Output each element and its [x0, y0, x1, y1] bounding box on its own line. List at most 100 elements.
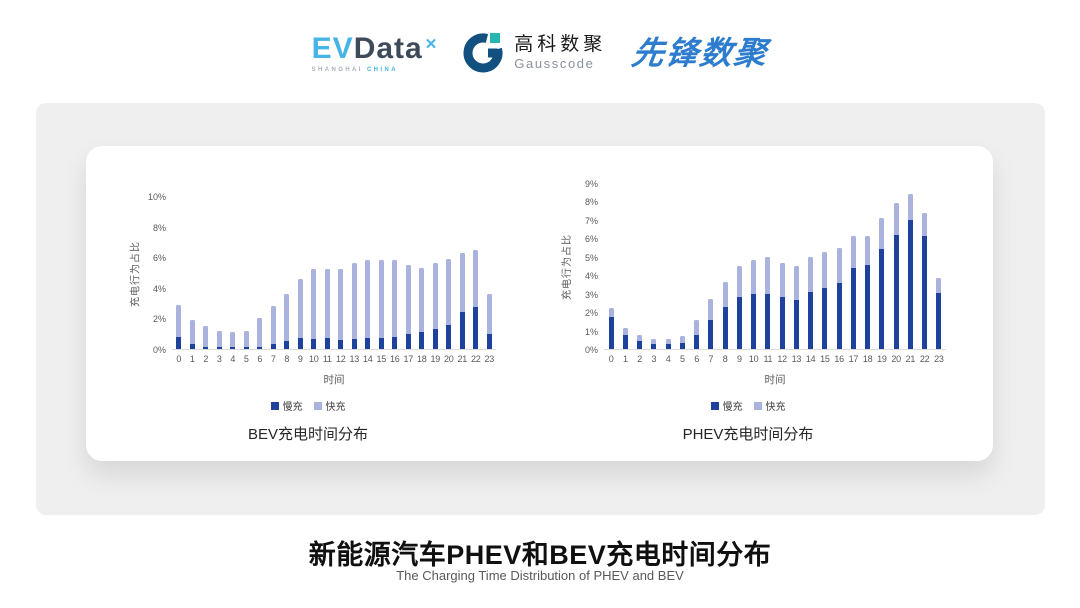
phev-bar-slot [618, 184, 632, 349]
slow-charge-segment [432, 329, 438, 349]
fast-charge-segment [446, 258, 452, 325]
phev-bar-slot [647, 184, 661, 349]
slow-charge-segment [284, 341, 290, 349]
header-logos: EV Data ✕ SHANGHAI CHINA 高科数聚 Gausscode 先锋… [0, 22, 1080, 84]
slow-charge-segment [338, 339, 344, 349]
phev-y-tick: 6% [584, 234, 598, 245]
slow-charge-segment [751, 293, 757, 349]
phev-x-tick: 21 [905, 354, 916, 364]
slow-charge-segment [722, 306, 728, 349]
fast-charge-segment [243, 330, 249, 348]
bev-bar-slot [186, 197, 200, 349]
slow-charge-segment [378, 338, 384, 349]
evdata-propeller-icon: ✕ [424, 35, 438, 53]
fast-charge-segment [459, 252, 465, 313]
slow-charge-segment [176, 336, 182, 349]
fast-charge-segment [405, 264, 411, 334]
slow-charge-segment [419, 332, 425, 349]
phev-bar-hour-12 [779, 263, 785, 349]
fast-charge-segment [176, 304, 182, 337]
bev-bar-hour-8 [284, 293, 290, 349]
bev-x-tick: 23 [484, 354, 495, 364]
bev-bar-hour-21 [459, 252, 465, 349]
phev-y-tick: 5% [584, 252, 598, 263]
bev-x-tick: 15 [376, 354, 387, 364]
fast-charge-segment [637, 335, 643, 341]
bev-x-tick: 8 [284, 354, 290, 364]
phev-y-tick: 0% [584, 345, 598, 355]
phev-x-tick: 18 [862, 354, 873, 364]
phev-bar-slot [875, 184, 889, 349]
fast-charge-segment [284, 293, 290, 342]
phev-y-tick: 1% [584, 326, 598, 337]
phev-x-ticks: 0 1 2 3 4 5 6 7 8 9 10 11 12 13 14 15 16 17 18 19 20 21 22 23 [604, 354, 946, 364]
phev-bar-hour-20 [893, 203, 899, 349]
bev-bar-slot [334, 197, 348, 349]
fast-charge-segment [694, 319, 700, 336]
phev-x-tick: 12 [777, 354, 787, 364]
poster-title: 新能源汽车PHEV和BEV充电时间分布 [308, 540, 772, 570]
bev-chart-title: BEV充电时间分布 [247, 426, 368, 443]
slow-charge-segment [189, 343, 195, 349]
phev-y-tick: 3% [584, 289, 598, 300]
phev-bar-slot [775, 184, 789, 349]
slow-charge-segment [808, 291, 814, 349]
phev-bar-hour-7 [708, 299, 714, 349]
fast-charge-segment [836, 247, 842, 283]
bev-bar-slot [172, 197, 186, 349]
slow-charge-segment [865, 265, 871, 349]
fast-charge-segment [270, 306, 276, 344]
fast-charge-segment [378, 260, 384, 339]
legend-label: 快充 [325, 402, 346, 413]
legend-label: 快充 [765, 402, 786, 413]
fast-charge-segment [473, 249, 479, 307]
slow-charge-segment [216, 347, 222, 349]
phev-x-tick: 6 [694, 354, 699, 364]
bev-bar-slot [442, 197, 456, 349]
bev-bar-slot [253, 197, 267, 349]
bev-bar-hour-6 [257, 318, 263, 349]
fast-charge-segment [765, 256, 771, 294]
bev-bar-slot [240, 197, 254, 349]
bev-bar-hour-18 [419, 267, 425, 349]
legend-swatch-icon [710, 401, 719, 410]
bev-bar-slot [456, 197, 470, 349]
fast-charge-segment [297, 278, 303, 339]
bev-bar-slot [469, 197, 483, 349]
bev-bar-slot [267, 197, 281, 349]
fast-charge-segment [311, 269, 317, 340]
phev-bar-hour-17 [850, 235, 856, 349]
phev-bar-hour-8 [722, 281, 728, 349]
phev-x-tick: 16 [834, 354, 844, 364]
slow-charge-segment [651, 344, 657, 349]
bev-x-tick: 22 [471, 354, 481, 364]
fast-charge-segment [907, 194, 913, 220]
fast-charge-segment [365, 260, 371, 339]
phev-plot [604, 184, 946, 350]
bev-bar-hour-2 [203, 326, 209, 349]
bev-bar-hour-12 [338, 269, 344, 349]
slow-charge-segment [793, 300, 799, 349]
bev-x-tick: 7 [270, 354, 276, 364]
slow-charge-segment [243, 347, 249, 349]
slow-charge-segment [893, 234, 899, 349]
fast-charge-segment [622, 327, 628, 336]
bev-y-tick: 6% [152, 253, 166, 264]
slow-charge-segment [203, 346, 209, 349]
phev-bar-hour-21 [907, 194, 913, 349]
phev-bar-hour-18 [865, 235, 871, 349]
evdata-logo-china: CHINA [366, 66, 398, 73]
phev-x-tick: 14 [805, 354, 816, 364]
phev-bar-slot [804, 184, 818, 349]
phev-bar-hour-10 [751, 260, 757, 349]
legend-swatch-icon [270, 401, 279, 410]
fast-charge-segment [779, 263, 785, 298]
fast-charge-segment [257, 318, 263, 347]
gausscode-logo: 高科数聚 Gausscode [461, 31, 606, 75]
bev-bar-hour-19 [432, 263, 438, 349]
phev-bar-slot [675, 184, 689, 349]
bev-x-tick: 12 [336, 354, 346, 364]
bev-bar-slot [307, 197, 321, 349]
fast-charge-segment [936, 278, 942, 293]
fast-charge-segment [608, 308, 614, 317]
